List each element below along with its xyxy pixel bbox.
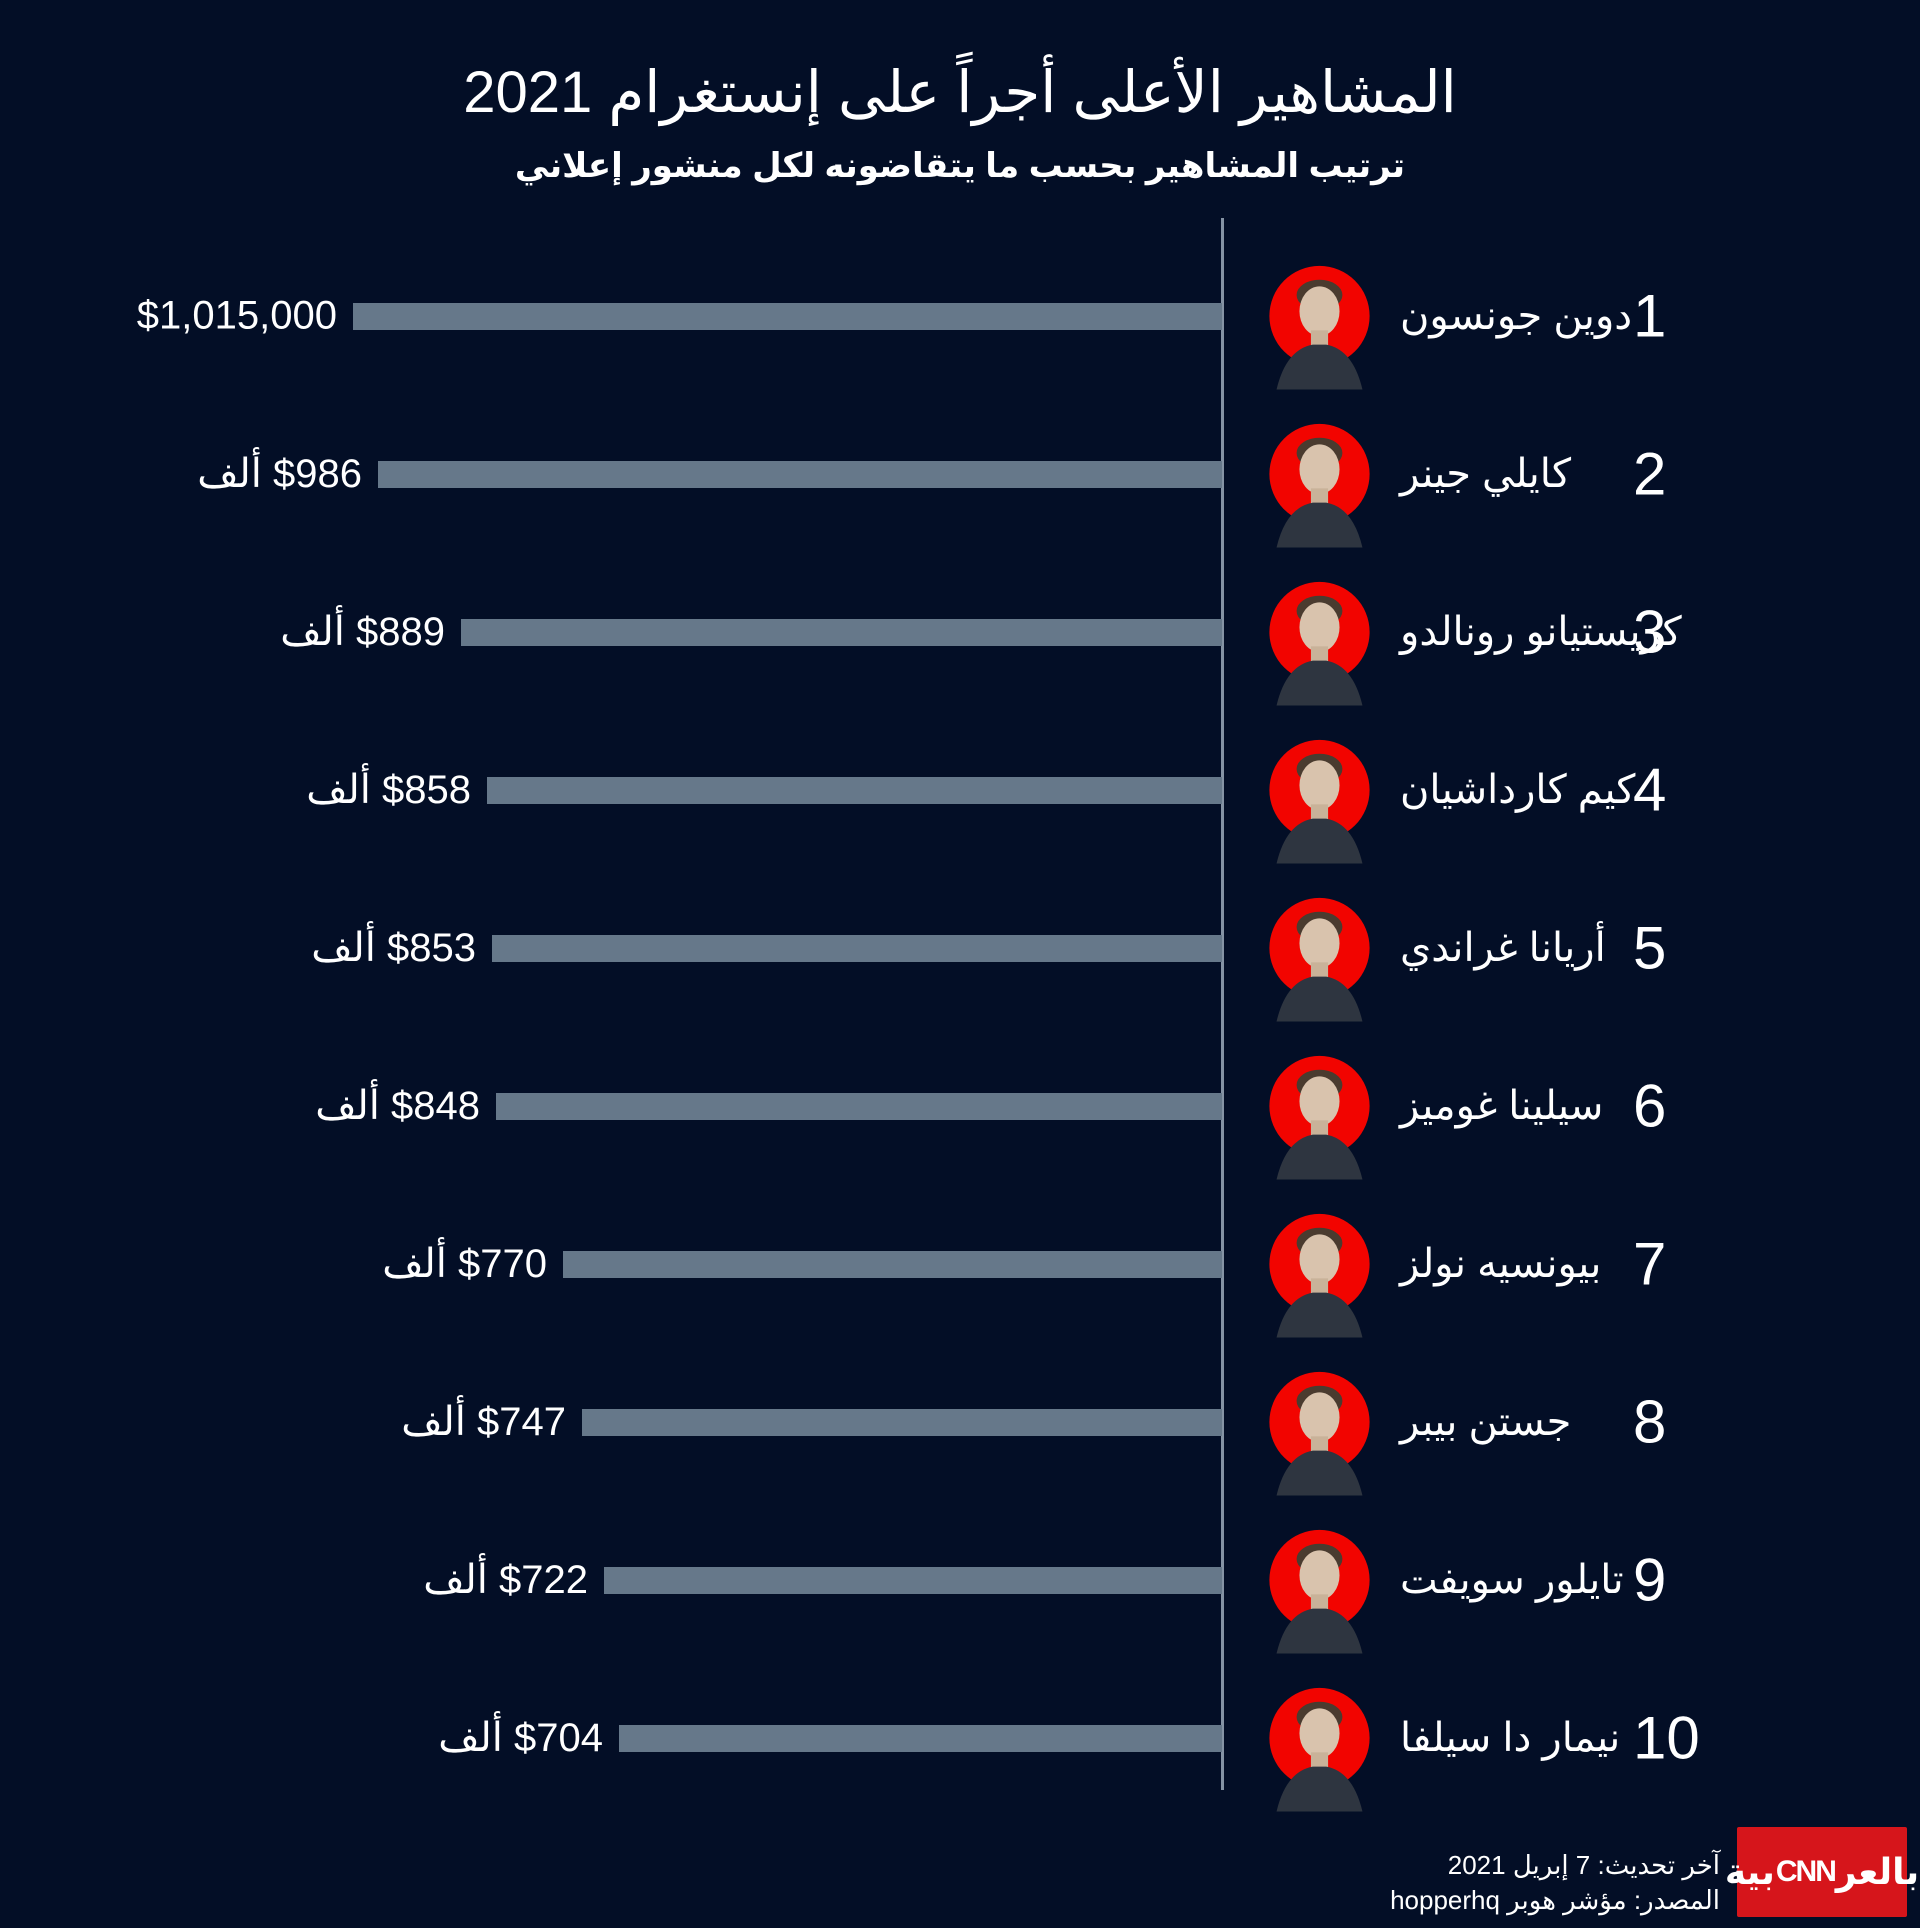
page-subtitle: ترتيب المشاهير بحسب ما يتقاضونه لكل منشو… [514, 147, 1406, 185]
celebrity-avatar [1267, 421, 1372, 548]
last-updated-text: آخر تحديث: 7 إبريل 2021 [1447, 1850, 1720, 1880]
celebrity-name: سيلينا غوميز [1400, 1084, 1604, 1128]
rank-number: 5 [1633, 914, 1667, 982]
celebrity-avatar [1267, 1527, 1372, 1654]
celebrity-name: تايلور سويفت [1400, 1558, 1624, 1602]
logo-text-right: بالعر [1835, 1851, 1920, 1892]
celebrity-avatar [1267, 1685, 1372, 1812]
value-label: $858 ألف [306, 768, 471, 812]
celebrity-name: كريستيانو رونالدو [1400, 610, 1682, 654]
value-bar [619, 1725, 1222, 1752]
cnn-arabic-logo: بالعر CNN بية [1725, 1827, 1920, 1917]
rank-number: 6 [1633, 1072, 1667, 1140]
celebrity-avatar [1267, 263, 1372, 390]
rank-number: 7 [1633, 1230, 1667, 1298]
celebrity-avatar [1267, 1053, 1372, 1180]
celebrity-avatar [1267, 895, 1372, 1022]
axis-baseline [1221, 218, 1224, 1790]
rank-number: 9 [1633, 1546, 1667, 1614]
celebrity-name: كايلي جينر [1400, 452, 1571, 496]
footer-notes: آخر تحديث: 7 إبريل 2021 المصدر: مؤشر هوب… [1390, 1848, 1720, 1918]
value-label: $986 ألف [197, 452, 362, 496]
value-label: $889 ألف [280, 610, 445, 654]
celebrity-avatar [1267, 579, 1372, 706]
value-label: $848 ألف [315, 1084, 480, 1128]
value-label: $722 ألف [423, 1558, 588, 1602]
value-bar [353, 303, 1222, 330]
celebrity-name: نيمار دا سيلفا [1400, 1716, 1621, 1760]
value-bar [604, 1567, 1222, 1594]
value-bar [461, 619, 1222, 646]
celebrity-avatar [1267, 1369, 1372, 1496]
value-label: $1,015,000 [136, 293, 337, 338]
value-bar [492, 935, 1222, 962]
celebrity-name: جستن بيبر [1400, 1400, 1572, 1444]
celebrity-name: كيم كارداشيان [1400, 768, 1636, 812]
value-label: $704 ألف [438, 1716, 603, 1760]
rank-number: 10 [1633, 1704, 1700, 1772]
value-bar [496, 1093, 1222, 1120]
cnn-logo-letters: CNN [1775, 1855, 1837, 1888]
value-bar [582, 1409, 1222, 1436]
logo-text-left: بية [1724, 1851, 1776, 1892]
rank-number: 4 [1633, 756, 1667, 824]
celebrity-avatar [1267, 737, 1372, 864]
value-bar [487, 777, 1222, 804]
value-label: $747 ألف [401, 1400, 566, 1444]
rank-number: 3 [1633, 598, 1667, 666]
rank-number: 1 [1633, 282, 1667, 350]
rank-number: 8 [1633, 1388, 1667, 1456]
celebrity-avatar [1267, 1211, 1372, 1338]
value-label: $853 ألف [311, 926, 476, 970]
value-bar [378, 461, 1222, 488]
value-label: $770 ألف [382, 1242, 547, 1286]
celebrity-name: أريانا غراندي [1400, 926, 1606, 970]
celebrity-name: بيونسيه نولز [1400, 1242, 1602, 1286]
source-text: المصدر: مؤشر هوبر hopperhq [1390, 1885, 1720, 1915]
value-bar [563, 1251, 1222, 1278]
celebrity-name: دوين جونسون [1400, 294, 1633, 338]
rank-number: 2 [1633, 440, 1667, 508]
page-title: المشاهير الأعلى أجراً على إنستغرام 2021 [463, 60, 1457, 125]
